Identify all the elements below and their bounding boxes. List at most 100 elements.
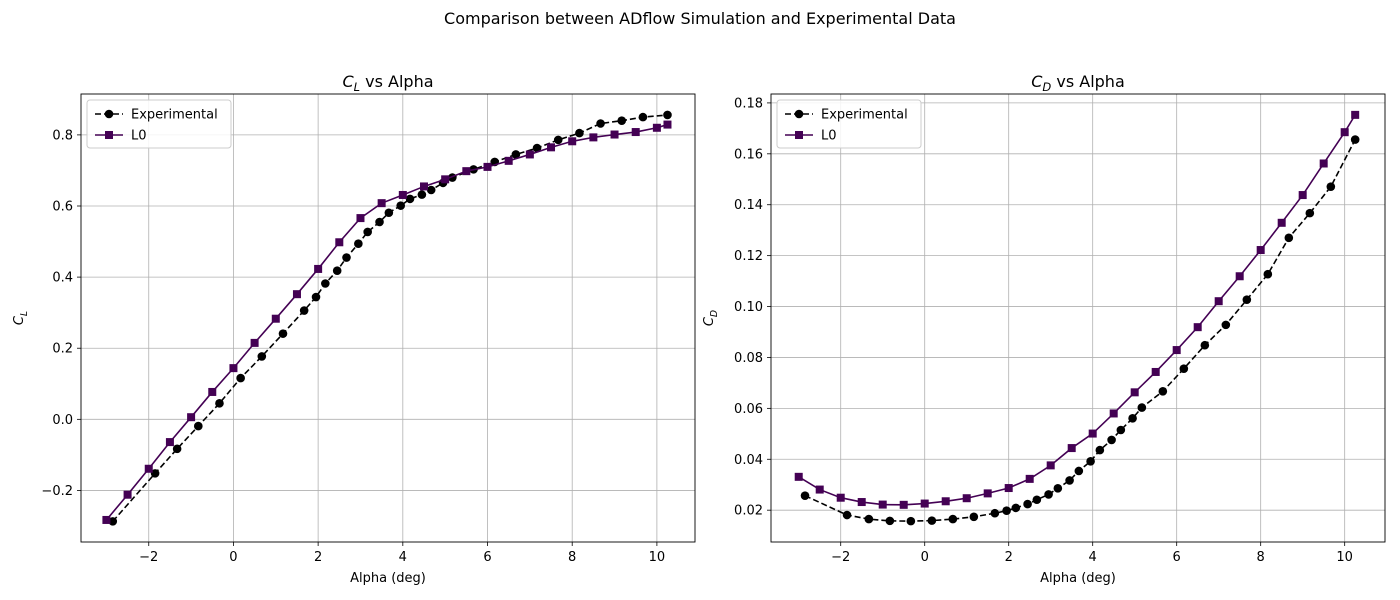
data-point: [1095, 445, 1105, 455]
x-tick-label: 4: [399, 550, 407, 565]
data-point: [885, 516, 895, 526]
legend-label: Experimental: [821, 108, 908, 123]
data-point: [794, 472, 803, 481]
series-l0: [794, 110, 1360, 509]
y-tick-label: 0.2: [52, 342, 73, 357]
data-point: [150, 469, 160, 478]
data-point: [815, 485, 824, 494]
data-point: [102, 515, 111, 524]
legend-box: [86, 99, 232, 149]
y-tick-label: 0.18: [734, 96, 763, 111]
y-axis-label-sub: D: [709, 310, 720, 317]
legend-marker: [105, 131, 113, 139]
data-point: [108, 517, 118, 526]
data-point: [405, 194, 415, 204]
y-axis-label: CD: [702, 310, 720, 326]
legend-marker: [794, 109, 804, 119]
data-point: [193, 421, 203, 431]
data-point: [1130, 388, 1139, 397]
data-point: [299, 306, 309, 315]
data-point: [610, 130, 619, 139]
data-point: [663, 110, 672, 120]
data-point: [1025, 474, 1034, 483]
data-point: [321, 279, 330, 288]
data-point: [257, 352, 267, 361]
data-point: [1158, 387, 1168, 396]
data-point: [363, 227, 372, 237]
data-point: [842, 510, 852, 520]
data-point: [1128, 413, 1137, 423]
data-point: [575, 128, 584, 138]
data-point: [1179, 364, 1189, 373]
data-point: [426, 185, 436, 195]
y-tick-label: 0.4: [52, 271, 73, 286]
x-tick-label: 2: [1005, 550, 1013, 565]
data-point: [1298, 191, 1307, 200]
data-point: [1319, 159, 1328, 168]
data-point: [920, 499, 929, 508]
y-tick-label: 0.08: [734, 351, 763, 366]
x-tick-label: −2: [139, 550, 158, 565]
data-point: [1023, 499, 1032, 509]
y-axis-label-main: C: [702, 316, 717, 326]
x-tick-label: 6: [483, 550, 491, 565]
data-point: [1214, 297, 1223, 306]
data-point: [441, 175, 450, 184]
series-line: [798, 114, 1356, 506]
data-point: [1065, 476, 1074, 485]
legend: Experimental L0: [776, 99, 922, 149]
data-point: [292, 290, 301, 299]
y-tick-label: 0.0: [52, 413, 73, 428]
data-point: [1242, 295, 1252, 304]
series-experimental: [108, 110, 672, 526]
data-point: [144, 464, 153, 473]
data-point: [1351, 110, 1360, 119]
data-point: [553, 135, 563, 145]
x-tick-label: 8: [568, 550, 576, 565]
data-point: [165, 438, 174, 447]
y-axis-label-sub: L: [19, 311, 30, 316]
data-point: [1086, 457, 1095, 466]
data-point: [1340, 128, 1349, 137]
data-point: [1284, 233, 1294, 243]
data-point: [377, 199, 386, 208]
data-point: [1151, 367, 1160, 376]
data-point: [1067, 444, 1076, 453]
data-point: [311, 292, 321, 302]
data-point: [356, 214, 365, 223]
data-point: [398, 190, 407, 199]
data-point: [547, 143, 556, 152]
data-point: [1116, 425, 1126, 435]
data-point: [1263, 269, 1273, 279]
x-tick-label: 0: [921, 550, 929, 565]
plot-frame: [770, 93, 1386, 543]
data-point: [638, 112, 648, 122]
data-point: [1137, 403, 1147, 412]
data-point: [663, 120, 672, 129]
data-point: [1109, 409, 1118, 418]
legend-label: Experimental: [131, 108, 218, 123]
data-point: [906, 516, 916, 526]
y-tick-label: 0.04: [734, 453, 763, 468]
grid-lines: [771, 94, 1385, 542]
data-point: [1074, 466, 1084, 476]
data-point: [208, 387, 217, 396]
data-point: [278, 329, 288, 338]
figure-title: Comparison between ADflow Simulation and…: [444, 9, 956, 28]
data-point: [532, 143, 542, 153]
data-point: [1044, 490, 1053, 499]
data-point: [589, 133, 598, 142]
data-point: [1350, 135, 1360, 144]
data-point: [878, 500, 887, 509]
x-axis-label: Alpha (deg): [1040, 571, 1116, 586]
y-tick-label: 0.12: [734, 249, 763, 264]
data-point: [948, 514, 958, 524]
data-point: [864, 514, 874, 524]
chart-title-main: C: [1031, 72, 1043, 91]
data-point: [1088, 429, 1097, 438]
data-point: [417, 190, 427, 199]
data-point: [568, 137, 577, 146]
data-point: [1053, 483, 1063, 493]
data-point: [1200, 340, 1210, 350]
data-point: [1193, 323, 1202, 332]
